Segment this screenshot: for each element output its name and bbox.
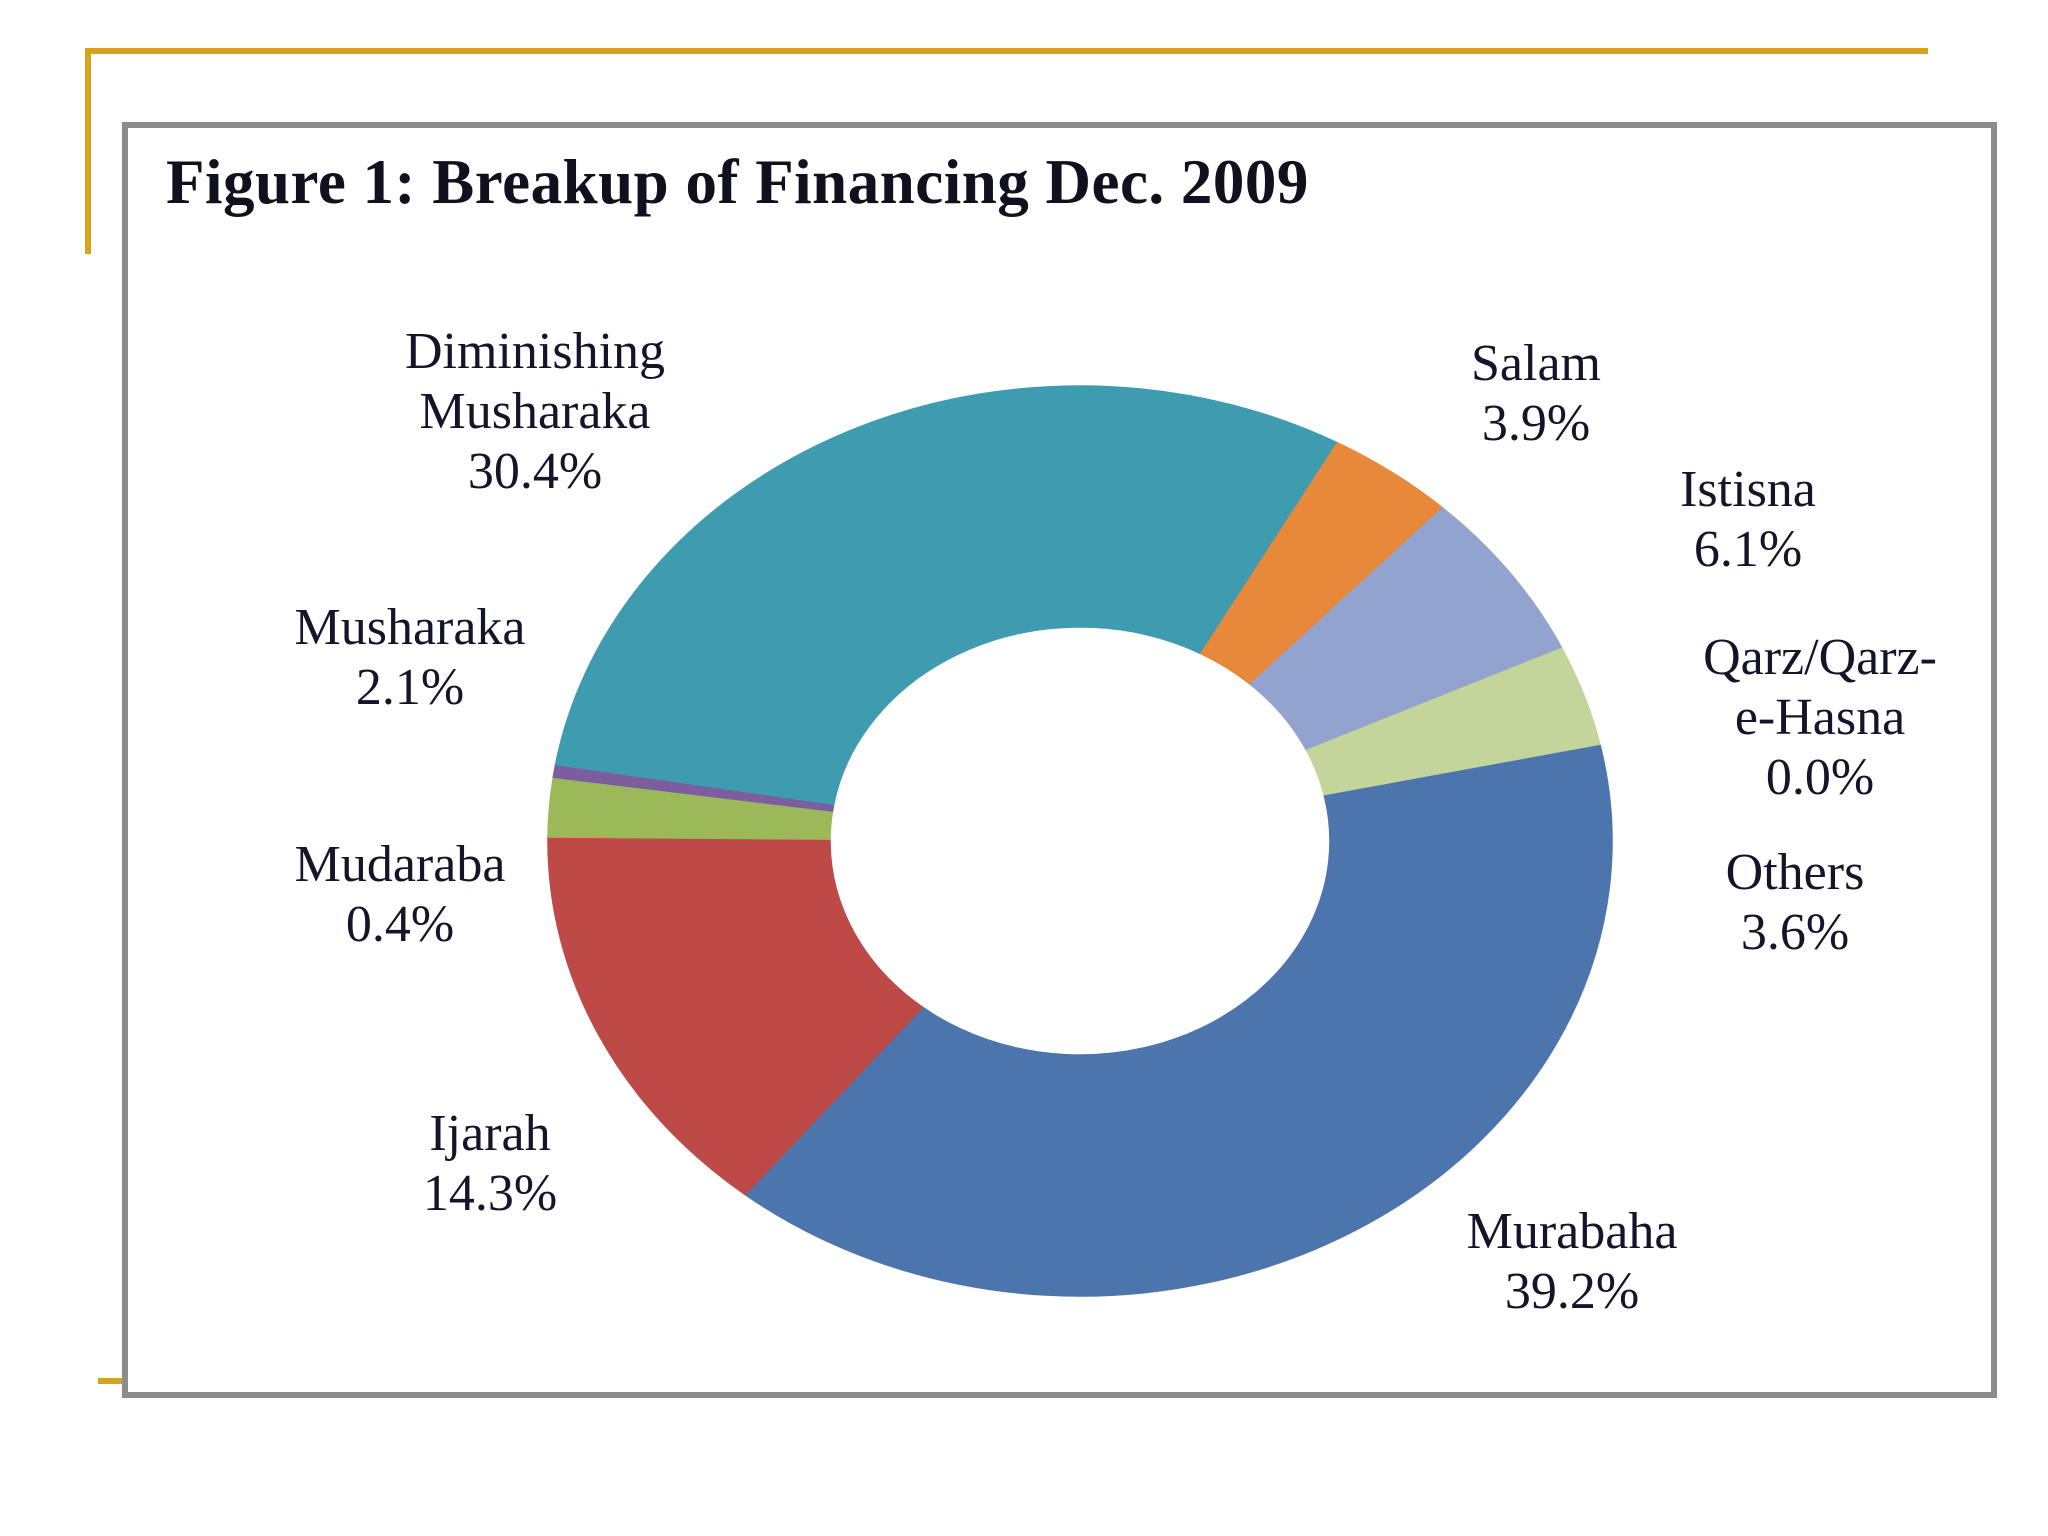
label-line: 6.1% bbox=[1693, 521, 1803, 578]
label-line: 3.9% bbox=[1481, 395, 1591, 452]
label-line: Istisna bbox=[1680, 461, 1816, 518]
label-murabaha: Murabaha 39.2% bbox=[1467, 1202, 1678, 1322]
label-line: Murabaha bbox=[1466, 1203, 1678, 1260]
label-qarz-qarz-e-hasna: Qarz/Qarz- e-Hasna 0.0% bbox=[1703, 628, 1937, 808]
donut-segment-mudaraba bbox=[552, 765, 835, 812]
label-line: Musharaka bbox=[294, 599, 526, 656]
label-mudaraba: Mudaraba 0.4% bbox=[295, 835, 506, 955]
label-line: Mudaraba bbox=[294, 836, 506, 893]
label-line: 2.1% bbox=[355, 659, 465, 716]
figure-frame bbox=[122, 122, 1997, 1398]
label-others: Others 3.6% bbox=[1726, 843, 1865, 963]
label-line: Others bbox=[1725, 844, 1865, 901]
label-line: Musharaka bbox=[419, 383, 651, 440]
donut-segment-diminishing-musharaka bbox=[554, 385, 1339, 807]
donut-segment-murabaha bbox=[743, 744, 1613, 1297]
label-ijarah: Ijarah 14.3% bbox=[423, 1104, 557, 1224]
gold-accent-line-left bbox=[85, 48, 91, 254]
label-salam: Salam 3.9% bbox=[1471, 334, 1601, 454]
figure-title: Figure 1: Breakup of Financing Dec. 2009 bbox=[166, 147, 1309, 217]
label-line: 3.6% bbox=[1740, 904, 1850, 961]
gold-accent-line-top bbox=[85, 48, 1928, 54]
label-line: 39.2% bbox=[1504, 1263, 1640, 1320]
label-line: 14.3% bbox=[422, 1165, 558, 1222]
label-diminishing-musharaka: Diminishing Musharaka 30.4% bbox=[405, 322, 665, 502]
label-line: e-Hasna bbox=[1734, 689, 1906, 746]
label-line: 0.0% bbox=[1765, 749, 1875, 806]
label-istisna: Istisna 6.1% bbox=[1680, 460, 1816, 580]
label-line: 0.4% bbox=[345, 896, 455, 953]
label-line: Ijarah bbox=[429, 1105, 551, 1162]
label-line: Diminishing bbox=[404, 323, 666, 380]
donut-segment-ijarah bbox=[547, 836, 924, 1196]
label-musharaka: Musharaka 2.1% bbox=[294, 598, 525, 718]
label-line: 30.4% bbox=[467, 443, 603, 500]
label-line: Salam bbox=[1471, 335, 1601, 392]
label-line: Qarz/Qarz- bbox=[1703, 629, 1937, 686]
gold-accent-dash-bottom bbox=[98, 1378, 125, 1384]
